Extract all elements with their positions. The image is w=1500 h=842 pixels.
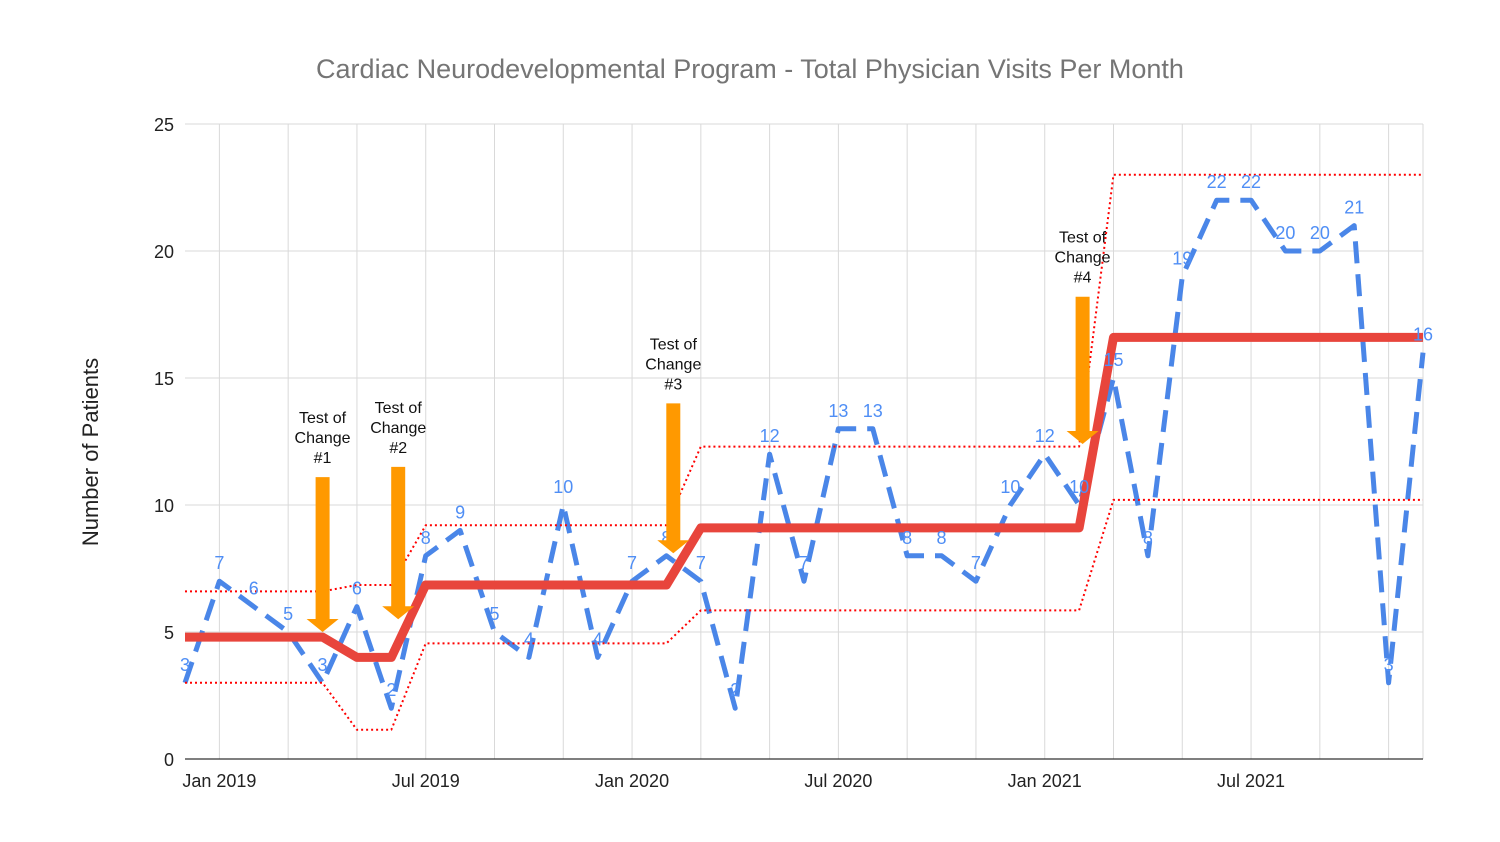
data-label: 8 xyxy=(1143,528,1153,548)
annotation-text: #1 xyxy=(314,450,332,467)
data-label: 8 xyxy=(902,528,912,548)
annotation-text: Test of xyxy=(375,400,423,417)
annotation-text: Test of xyxy=(1059,230,1107,247)
data-label: 19 xyxy=(1172,248,1192,268)
annotation-text: Change xyxy=(1055,250,1111,267)
x-tick-label: Jan 2019 xyxy=(182,771,256,791)
data-label: 4 xyxy=(524,629,534,649)
annotation-text: Change xyxy=(645,356,701,373)
y-tick-label: 15 xyxy=(154,369,174,389)
series-line-solid xyxy=(185,332,1423,662)
data-label: 22 xyxy=(1241,172,1261,192)
data-label: 13 xyxy=(828,401,848,421)
x-tick-label: Jan 2021 xyxy=(1008,771,1082,791)
data-label: 10 xyxy=(1000,477,1020,497)
data-label: 6 xyxy=(352,579,362,599)
data-label: 5 xyxy=(489,604,499,624)
y-tick-label: 20 xyxy=(154,242,174,262)
annotation-arrow xyxy=(657,403,690,554)
y-axis-ticks: 0 5 10 15 20 25 xyxy=(154,115,174,770)
data-label: 9 xyxy=(455,502,465,522)
data-label: 10 xyxy=(553,477,573,497)
annotation-arrow xyxy=(306,477,339,632)
data-label: 12 xyxy=(760,426,780,446)
series-line-dotted xyxy=(185,498,1423,731)
x-axis-ticks: Jan 2019 Jul 2019 Jan 2020 Jul 2020 Jan 2021… xyxy=(182,771,1285,791)
data-label: 3 xyxy=(318,655,328,675)
data-label: 5 xyxy=(283,604,293,624)
data-label: 16 xyxy=(1413,325,1433,345)
data-label: 7 xyxy=(627,553,637,573)
chart-title: Cardiac Neurodevelopmental Program - Tot… xyxy=(316,54,1184,84)
data-label: 7 xyxy=(214,553,224,573)
y-tick-label: 0 xyxy=(164,750,174,770)
data-label: 7 xyxy=(696,553,706,573)
annotation-text: #3 xyxy=(664,376,682,393)
data-label: 6 xyxy=(249,579,259,599)
data-label: 13 xyxy=(863,401,883,421)
data-label: 8 xyxy=(937,528,947,548)
annotation-arrow xyxy=(382,466,415,620)
data-label: 7 xyxy=(971,553,981,573)
series-line-dashed xyxy=(182,197,1426,711)
x-tick-label: Jul 2019 xyxy=(392,771,460,791)
data-label: 7 xyxy=(799,553,809,573)
annotation-text: #2 xyxy=(389,440,407,457)
annotation-text: Test of xyxy=(299,410,347,427)
data-labels: 3765362895410478721271313887101210158192… xyxy=(180,172,1433,700)
annotation-text: Change xyxy=(295,430,351,447)
annotation-arrow xyxy=(1066,296,1099,444)
y-tick-label: 5 xyxy=(164,623,174,643)
annotation-text: #4 xyxy=(1074,270,1092,287)
data-label: 3 xyxy=(180,655,190,675)
data-label: 22 xyxy=(1207,172,1227,192)
annotation-text: Test of xyxy=(650,336,698,353)
data-label: 20 xyxy=(1310,223,1330,243)
data-label: 8 xyxy=(421,528,431,548)
data-label: 2 xyxy=(730,680,740,700)
x-tick-label: Jul 2020 xyxy=(804,771,872,791)
annotation-text: Change xyxy=(370,420,426,437)
data-label: 20 xyxy=(1275,223,1295,243)
y-axis-label: Number of Patients xyxy=(78,358,103,546)
y-tick-label: 10 xyxy=(154,496,174,516)
annotations: Test of Change #1 Test of Change #2 Test of Cha… xyxy=(295,230,1111,632)
grid xyxy=(185,123,1424,760)
data-label: 15 xyxy=(1103,350,1123,370)
x-tick-label: Jul 2021 xyxy=(1217,771,1285,791)
data-label: 10 xyxy=(1069,477,1089,497)
y-tick-label: 25 xyxy=(154,115,174,135)
data-label: 3 xyxy=(1384,655,1394,675)
data-label: 4 xyxy=(593,629,603,649)
data-label: 2 xyxy=(386,680,396,700)
series xyxy=(182,173,1426,731)
data-label: 21 xyxy=(1344,198,1364,218)
x-tick-label: Jan 2020 xyxy=(595,771,669,791)
data-label: 12 xyxy=(1035,426,1055,446)
